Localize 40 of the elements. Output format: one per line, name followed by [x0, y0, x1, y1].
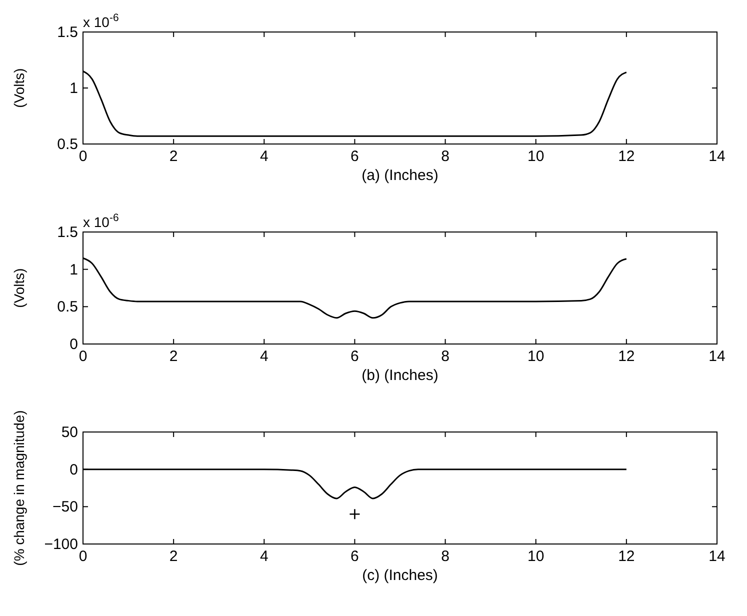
text: x 10$^{-6}$: [83, 12, 119, 30]
x-axis-title: (b) (Inches): [362, 367, 438, 384]
y-tick-label: 1: [70, 261, 78, 278]
x-tick-label: 14: [708, 148, 726, 165]
y-tick-label: −50: [52, 498, 78, 516]
y-tick-label: 1: [70, 80, 78, 97]
x-tick-label: 10: [528, 548, 544, 565]
x-tick-label: 10: [528, 348, 544, 365]
y-tick-label: 1.5: [57, 24, 78, 41]
x-tick-label: 2: [169, 548, 178, 565]
y-axis-title: (% change in magnitude): [11, 410, 27, 566]
x-tick-label: 8: [441, 548, 450, 565]
x-tick-label: 10: [528, 148, 544, 165]
x-tick-label: 4: [260, 348, 268, 365]
x-tick-label: 8: [441, 148, 450, 165]
x-tick-label: 2: [169, 348, 178, 365]
x-tick-label: 8: [441, 348, 450, 365]
x-tick-label: 4: [260, 548, 268, 565]
x-tick-label: 14: [708, 548, 726, 565]
x-tick-label: 2: [169, 148, 178, 165]
y-tick-label: 0.5: [57, 136, 78, 153]
x-tick-label: 6: [350, 148, 359, 165]
x-axis-title: (c) (Inches): [362, 567, 438, 584]
y-tick-label: 1.5: [57, 224, 78, 241]
x-tick-label: 6: [350, 548, 359, 565]
y-tick-label: 0.5: [57, 298, 78, 316]
x-tick-label: 14: [708, 348, 726, 365]
x-axis-title: (a) (Inches): [362, 167, 438, 184]
y-tick-label: 50: [61, 424, 78, 441]
x-tick-label: 6: [350, 348, 359, 365]
x-tick-label: 12: [618, 548, 635, 565]
text: x 10$^{-6}$: [83, 212, 119, 230]
y-axis-title: (Volts): [11, 68, 27, 108]
y-tick-label: −100: [44, 536, 78, 553]
y-tick-label: 0: [70, 336, 78, 353]
x-tick-label: 4: [260, 148, 268, 165]
x-tick-label: 12: [618, 148, 635, 165]
x-tick-label: 12: [618, 348, 635, 365]
y-tick-label: 0: [70, 461, 78, 478]
y-axis-title: (Volts): [11, 268, 27, 308]
